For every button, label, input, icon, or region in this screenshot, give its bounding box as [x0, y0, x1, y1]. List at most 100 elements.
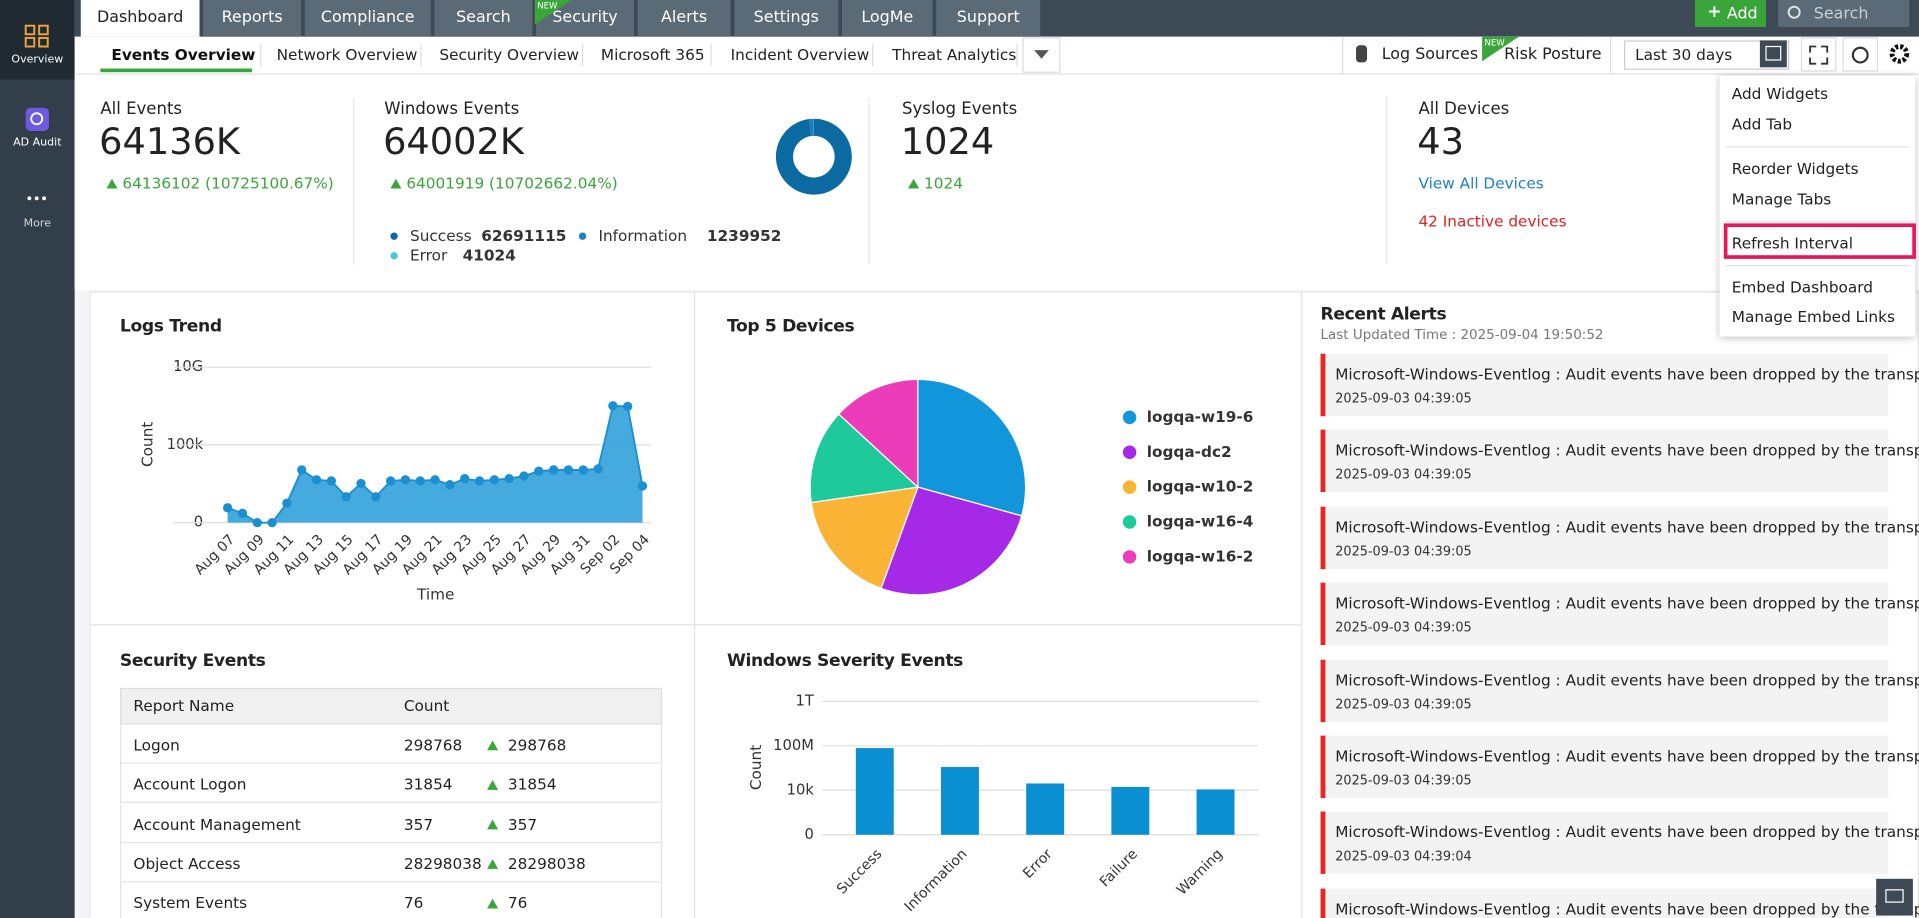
- count: 76: [403, 893, 424, 913]
- summary-alert[interactable]: 42 Inactive devices: [1418, 211, 1567, 231]
- count-change: 31854: [507, 775, 557, 794]
- top-tab[interactable]: Search: [434, 0, 533, 37]
- top-tab[interactable]: LogMe: [842, 0, 933, 37]
- table-row: [119, 803, 663, 843]
- top-tab[interactable]: Alerts: [637, 0, 731, 37]
- widget-title: Windows Severity Events: [726, 651, 964, 671]
- alert-item[interactable]: [1320, 735, 1889, 799]
- sidebar-label[interactable]: AD Audit: [13, 137, 62, 150]
- menu-item[interactable]: Reorder Widgets: [1731, 159, 1859, 178]
- top-tab[interactable]: Settings: [734, 0, 839, 37]
- alert-message[interactable]: Microsoft-Windows-Eventlog : Audit event…: [1335, 441, 1919, 460]
- alert-item[interactable]: [1320, 582, 1889, 646]
- legend-name: Error: [409, 246, 448, 265]
- report-name[interactable]: Object Access: [133, 854, 241, 873]
- add-plus: +: [1707, 2, 1722, 23]
- alert-message[interactable]: Microsoft-Windows-Eventlog : Audit event…: [1335, 593, 1919, 613]
- settings-menu: [1719, 75, 1916, 337]
- report-name[interactable]: System Events: [133, 893, 248, 913]
- menu-item[interactable]: Embed Dashboard: [1731, 277, 1874, 297]
- sub-tab[interactable]: Events Overview: [111, 45, 256, 64]
- search-placeholder[interactable]: Search: [1813, 4, 1869, 24]
- risk-posture[interactable]: Risk Posture: [1504, 45, 1602, 64]
- legend-name: Success: [409, 226, 472, 245]
- summary-value: 64136K: [99, 121, 241, 165]
- alert-item[interactable]: [1320, 659, 1889, 722]
- sub-tab[interactable]: Security Overview: [439, 45, 580, 64]
- log-sources[interactable]: Log Sources: [1381, 45, 1479, 64]
- alert-item[interactable]: [1320, 506, 1889, 569]
- sub-tab[interactable]: Network Overview: [276, 45, 418, 64]
- table-row: [119, 724, 663, 764]
- menu-item[interactable]: Refresh Interval: [1731, 233, 1853, 253]
- report-name[interactable]: Logon: [133, 735, 180, 754]
- top-tab[interactable]: Reports: [203, 0, 302, 37]
- table-row: [119, 843, 663, 883]
- alert-message[interactable]: Microsoft-Windows-Eventlog : Audit event…: [1335, 364, 1919, 384]
- top-tab[interactable]: Compliance: [304, 0, 431, 37]
- menu-item[interactable]: Add Widgets: [1731, 84, 1829, 103]
- summary-value: 43: [1417, 121, 1464, 165]
- alert-time: 2025-09-03 04:39:05: [1335, 391, 1472, 407]
- alert-item[interactable]: [1320, 353, 1889, 417]
- top-tab[interactable]: Support: [936, 0, 1041, 37]
- last-updated: Last Updated Time : 2025-09-04 19:50:52: [1320, 326, 1604, 343]
- alert-time: 2025-09-03 04:39:05: [1335, 697, 1472, 712]
- sidebar-label[interactable]: Overview: [11, 53, 64, 67]
- add-label[interactable]: Add: [1726, 4, 1758, 24]
- summary-title: All Devices: [1418, 99, 1510, 119]
- alert-item[interactable]: [1320, 430, 1889, 493]
- count-change: 76: [507, 893, 528, 913]
- widget-title: Security Events: [119, 651, 266, 671]
- count: 28298038: [403, 854, 482, 873]
- report-name[interactable]: Account Logon: [133, 775, 247, 794]
- widget-title: Top 5 Devices: [726, 317, 855, 337]
- alert-time: 2025-09-03 04:39:05: [1335, 544, 1472, 560]
- summary-title: Windows Events: [384, 99, 520, 119]
- summary-change: 1024: [924, 173, 963, 193]
- sub-tab[interactable]: Threat Analytics: [892, 45, 1017, 64]
- alert-item[interactable]: [1320, 811, 1889, 875]
- menu-item[interactable]: Manage Tabs: [1731, 189, 1832, 209]
- menu-item[interactable]: Add Tab: [1731, 115, 1793, 134]
- summary-title: Syslog Events: [901, 99, 1018, 119]
- alert-message[interactable]: Microsoft-Windows-Eventlog : Audit event…: [1335, 746, 1919, 765]
- add-button[interactable]: [1695, 0, 1767, 27]
- count-change: 357: [507, 814, 538, 834]
- column-header: Count: [403, 696, 450, 715]
- count: 31854: [403, 775, 453, 794]
- date-range[interactable]: Last 30 days: [1635, 45, 1733, 64]
- count: 357: [403, 814, 434, 834]
- alert-message[interactable]: Microsoft-Windows-Eventlog : Audit event…: [1335, 899, 1919, 918]
- widget-title: Recent Alerts: [1320, 304, 1447, 325]
- sub-tab[interactable]: Incident Overview: [730, 45, 870, 64]
- summary-value: 64002K: [383, 121, 524, 165]
- sidebar: [0, 0, 75, 918]
- alert-message[interactable]: Microsoft-Windows-Eventlog : Audit event…: [1335, 517, 1919, 536]
- menu-item[interactable]: Manage Embed Links: [1731, 307, 1895, 326]
- sub-tab[interactable]: Microsoft 365: [600, 45, 705, 64]
- panel: [89, 291, 696, 626]
- summary-change: 64136102 (10725100.67%): [122, 173, 334, 193]
- summary-change: 64001919 (10702662.04%): [406, 173, 618, 193]
- top-tab[interactable]: Dashboard: [80, 0, 200, 37]
- table-row: [119, 882, 663, 918]
- sidebar-label[interactable]: More: [23, 217, 51, 231]
- alert-time: 2025-09-03 04:39:05: [1335, 468, 1472, 483]
- table-header: [119, 687, 663, 725]
- top-tab[interactable]: Security: [536, 0, 634, 37]
- alert-message[interactable]: Microsoft-Windows-Eventlog : Audit event…: [1335, 670, 1919, 689]
- count-change: 28298038: [507, 854, 586, 873]
- panel: [693, 291, 1303, 626]
- count: 298768: [403, 735, 463, 754]
- legend-name: Information: [598, 226, 688, 245]
- report-name[interactable]: Account Management: [133, 814, 301, 834]
- alert-message[interactable]: Microsoft-Windows-Eventlog : Audit event…: [1335, 823, 1919, 842]
- widget-title: Logs Trend: [119, 317, 222, 337]
- legend-value: 62691115: [481, 226, 567, 245]
- sidebar-active: [0, 0, 75, 80]
- summary-link[interactable]: View All Devices: [1418, 173, 1544, 193]
- alert-item[interactable]: [1320, 888, 1889, 918]
- summary-strip: [74, 74, 1919, 291]
